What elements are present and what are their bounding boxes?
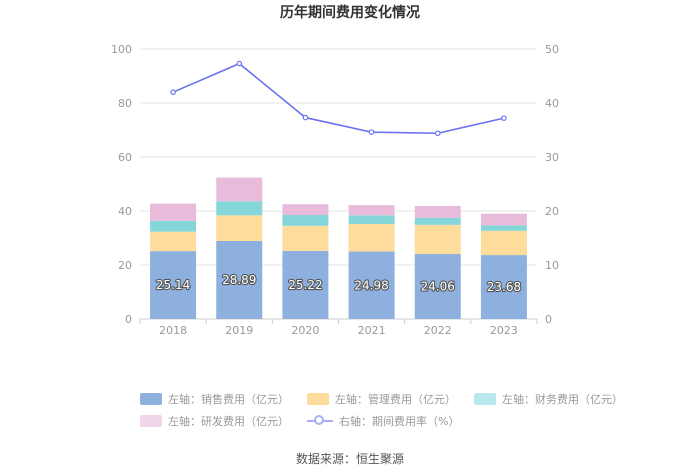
legend-label-finance: 左轴：财务费用（亿元） [502, 393, 623, 406]
bar-segment-2 [150, 231, 197, 252]
legend-item-rnd[interactable]: 左轴：研发费用（亿元） [140, 413, 289, 429]
bar-segment-1 [150, 251, 197, 319]
legend-swatch-finance [474, 393, 496, 405]
legend-swatch-admin [307, 393, 329, 405]
rate-point [236, 60, 243, 67]
bar-segment-1 [348, 251, 395, 319]
x-tick-label: 2019 [225, 324, 253, 337]
bar-data-label: 28.89 [222, 273, 256, 287]
bar-segment-4 [150, 203, 197, 221]
axis-layer: 0 20 40 60 80 100 0 10 20 30 40 50 2018 2019 2020 2021 2… [111, 43, 559, 337]
bar-segment-3 [414, 217, 461, 225]
y-right-tick-label: 0 [545, 313, 552, 326]
bar-data-label: 24.06 [421, 280, 455, 294]
rate-point [434, 130, 441, 137]
y-left-tick-label: 100 [111, 43, 132, 56]
legend-label-rate: 右轴：期间费用率（%） [339, 415, 460, 428]
y-right-tick-label: 50 [545, 43, 559, 56]
bar-segment-4 [348, 205, 395, 216]
legend-item-rate[interactable]: 右轴：期间费用率（%） [307, 413, 459, 429]
bar-segment-3 [282, 214, 329, 226]
y-right-tick-label: 30 [545, 151, 559, 164]
bar-segment-2 [282, 225, 329, 251]
bar-layer [150, 177, 527, 319]
bar-segment-2 [216, 215, 263, 241]
bar-data-label: 24.98 [354, 278, 388, 292]
bar-segment-2 [480, 230, 527, 256]
y-left-tick-label: 60 [118, 151, 132, 164]
x-tick-label: 2021 [358, 324, 386, 337]
chart-svg: 历年期间费用变化情况 0 20 40 60 80 100 0 10 20 30 40 50 2018 20… [111, 4, 559, 337]
grid-layer [140, 48, 537, 266]
bar-segment-4 [480, 213, 527, 226]
rate-line [172, 62, 505, 135]
x-tick-label: 2022 [424, 324, 452, 337]
y-right-tick-label: 40 [545, 97, 559, 110]
bar-data-label: 25.22 [288, 278, 322, 292]
bar-segment-1 [414, 254, 461, 319]
x-tick-label: 2018 [159, 324, 187, 337]
bar-segment-1 [216, 240, 263, 319]
bar-data-label: 23.68 [487, 280, 521, 294]
legend-label-rnd: 左轴：研发费用（亿元） [168, 415, 289, 428]
legend-item-finance[interactable]: 左轴：财务费用（亿元） [474, 391, 623, 407]
bar-segment-3 [348, 215, 395, 225]
legend-label-sales: 左轴：销售费用（亿元） [168, 393, 289, 406]
chart-title: 历年期间费用变化情况 [280, 4, 420, 21]
legend-swatch-rate [307, 415, 333, 427]
line-layer [170, 60, 507, 137]
bar-segment-2 [414, 224, 461, 255]
bar-segment-3 [480, 225, 527, 231]
bar-segment-1 [480, 255, 527, 319]
bar-data-label: 25.14 [156, 278, 190, 292]
legend-item-admin[interactable]: 左轴：管理费用（亿元） [307, 391, 456, 407]
legend-row-1: 左轴：销售费用（亿元） 左轴：管理费用（亿元） 左轴：财务费用（亿元） [140, 389, 623, 409]
y-left-tick-label: 0 [125, 313, 132, 326]
bar-segment-3 [150, 220, 197, 232]
legend: 左轴：销售费用（亿元） 左轴：管理费用（亿元） 左轴：财务费用（亿元） 左轴：研… [140, 389, 623, 433]
x-tick-label: 2023 [490, 324, 518, 337]
bar-segment-4 [216, 177, 263, 202]
rate-point [170, 89, 176, 96]
rate-point [501, 115, 507, 121]
bar-segment-2 [348, 224, 395, 252]
x-tick-label: 2020 [291, 324, 319, 337]
legend-row-2: 左轴：研发费用（亿元） 右轴：期间费用率（%） [140, 411, 580, 431]
bar-segment-4 [282, 204, 329, 215]
bar-segment-3 [216, 201, 263, 216]
y-right-tick-label: 20 [545, 205, 559, 218]
label-layer: 25.14 28.89 25.22 24.98 24.06 23.68 [155, 272, 522, 295]
y-left-tick-label: 20 [118, 259, 132, 272]
y-right-tick-label: 10 [545, 259, 559, 272]
bar-segment-4 [414, 205, 461, 218]
y-left-tick-label: 80 [118, 97, 132, 110]
data-source: 数据来源：恒生聚源 [295, 452, 404, 466]
legend-swatch-sales [140, 393, 162, 405]
rate-point [368, 129, 375, 135]
rate-point [302, 114, 309, 121]
y-left-tick-label: 40 [118, 205, 132, 218]
legend-item-sales[interactable]: 左轴：销售费用（亿元） [140, 391, 289, 407]
legend-swatch-rnd [140, 415, 162, 427]
legend-label-admin: 左轴：管理费用（亿元） [335, 393, 456, 406]
bar-segment-1 [282, 250, 329, 319]
